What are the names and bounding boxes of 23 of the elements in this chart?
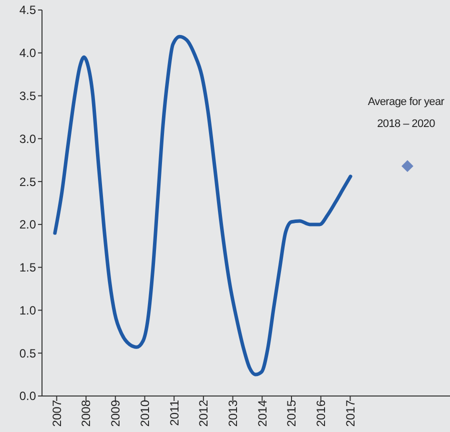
x-tick-label: 2009 — [108, 400, 123, 427]
x-tick-label: 2010 — [138, 400, 152, 427]
y-tick-label: 2.0 — [19, 218, 36, 232]
y-tick-label: 0.5 — [19, 346, 36, 360]
x-tick-label: 2007 — [50, 400, 64, 427]
x-tick-label: 2017 — [343, 400, 358, 427]
x-tick-label: 2011 — [167, 400, 182, 426]
line-series — [53, 34, 352, 376]
y-tick-label: 3.0 — [19, 132, 36, 146]
x-tick-label: 2016 — [314, 400, 328, 427]
y-tick-label: 3.5 — [19, 88, 36, 103]
x-tick-label: 2013 — [226, 400, 240, 427]
x-tick-label: 2014 — [255, 400, 270, 427]
x-tick-label: 2015 — [284, 400, 299, 427]
y-tick-label: 2.5 — [19, 174, 36, 189]
y-tick-label: 4.5 — [19, 3, 36, 18]
y-tick-label: 0.0 — [19, 389, 36, 404]
y-tick-label: 4.0 — [19, 46, 36, 60]
annotation: Average for year 2018 – 2020 — [368, 96, 445, 130]
x-tick-label: 2008 — [79, 400, 94, 427]
y-tick-label: 1.0 — [19, 303, 36, 318]
y-tick-label: 1.5 — [19, 260, 36, 275]
x-tick-label: 2012 — [196, 400, 211, 427]
